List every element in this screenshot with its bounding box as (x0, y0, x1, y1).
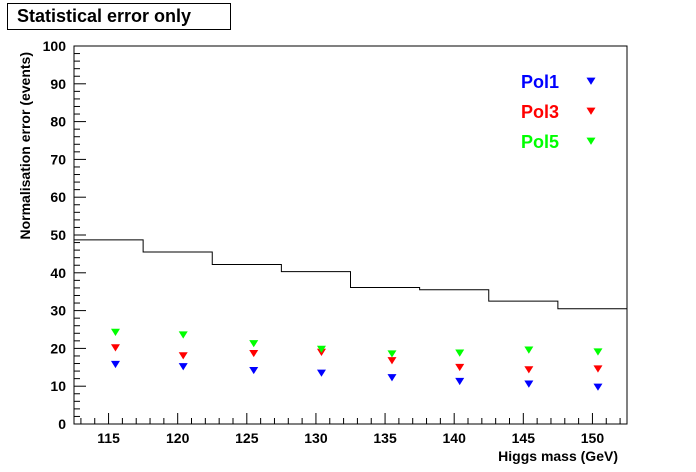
histogram-series (74, 239, 627, 310)
y-tick-label: 50 (50, 227, 66, 243)
y-tick-label: 80 (50, 114, 66, 130)
legend-marker (586, 137, 596, 145)
data-point (249, 366, 259, 375)
legend: Pol1 Pol3 Pol5 (521, 72, 596, 152)
x-tick-label: 115 (97, 430, 120, 446)
x-tick-label: 140 (443, 430, 467, 446)
data-point (593, 365, 603, 373)
x-tick-label: 130 (304, 430, 328, 446)
y-tick-label: 20 (50, 340, 66, 356)
x-tick-label: 120 (166, 430, 190, 446)
y-tick-label: 60 (50, 189, 66, 205)
series-pol1 (110, 360, 603, 391)
legend-label: Pol5 (521, 132, 559, 152)
data-point (455, 377, 465, 386)
data-point (387, 374, 397, 382)
data-point (110, 360, 120, 369)
y-tick-label: 90 (50, 76, 66, 92)
x-tick-label: 150 (581, 430, 605, 446)
y-axis: 0 10 20 30 40 50 60 70 80 90 100 (43, 38, 86, 432)
y-tick-label: 30 (50, 303, 66, 319)
data-point (593, 383, 603, 391)
data-point (178, 331, 188, 339)
histogram-line (74, 239, 627, 310)
y-tick-label: 100 (43, 38, 67, 54)
y-tick-label: 10 (50, 378, 66, 394)
data-point (524, 380, 534, 388)
marker-series (110, 328, 603, 391)
data-point (249, 340, 259, 348)
x-tick-label: 145 (512, 430, 536, 446)
data-point (110, 344, 120, 352)
data-point (593, 348, 603, 356)
y-tick-label: 40 (50, 265, 66, 281)
y-tick-label: 0 (58, 416, 66, 432)
data-point (316, 345, 326, 353)
series-pol5 (110, 328, 603, 358)
legend-marker (586, 107, 596, 115)
data-point (316, 369, 326, 377)
data-point (178, 363, 188, 371)
y-axis-title: Normalisation error (events) (17, 52, 33, 240)
x-axis-title: Higgs mass (GeV) (498, 448, 618, 464)
x-tick-label: 135 (373, 430, 397, 446)
data-point (387, 350, 397, 358)
data-point (110, 328, 120, 336)
data-point (178, 352, 188, 360)
data-point (249, 349, 259, 358)
legend-label: Pol3 (521, 102, 559, 122)
data-point (455, 349, 465, 357)
y-tick-label: 70 (50, 151, 66, 167)
x-axis: 115 120 125 130 135 140 145 150 (80, 413, 621, 446)
data-point (524, 346, 534, 354)
data-point (455, 363, 465, 372)
data-point (387, 357, 397, 365)
legend-marker (586, 77, 596, 85)
x-tick-label: 125 (235, 430, 259, 446)
chart-title: Statistical error only (7, 3, 231, 30)
series-pol3 (110, 344, 603, 374)
legend-label: Pol1 (521, 72, 559, 92)
data-point (524, 366, 534, 374)
